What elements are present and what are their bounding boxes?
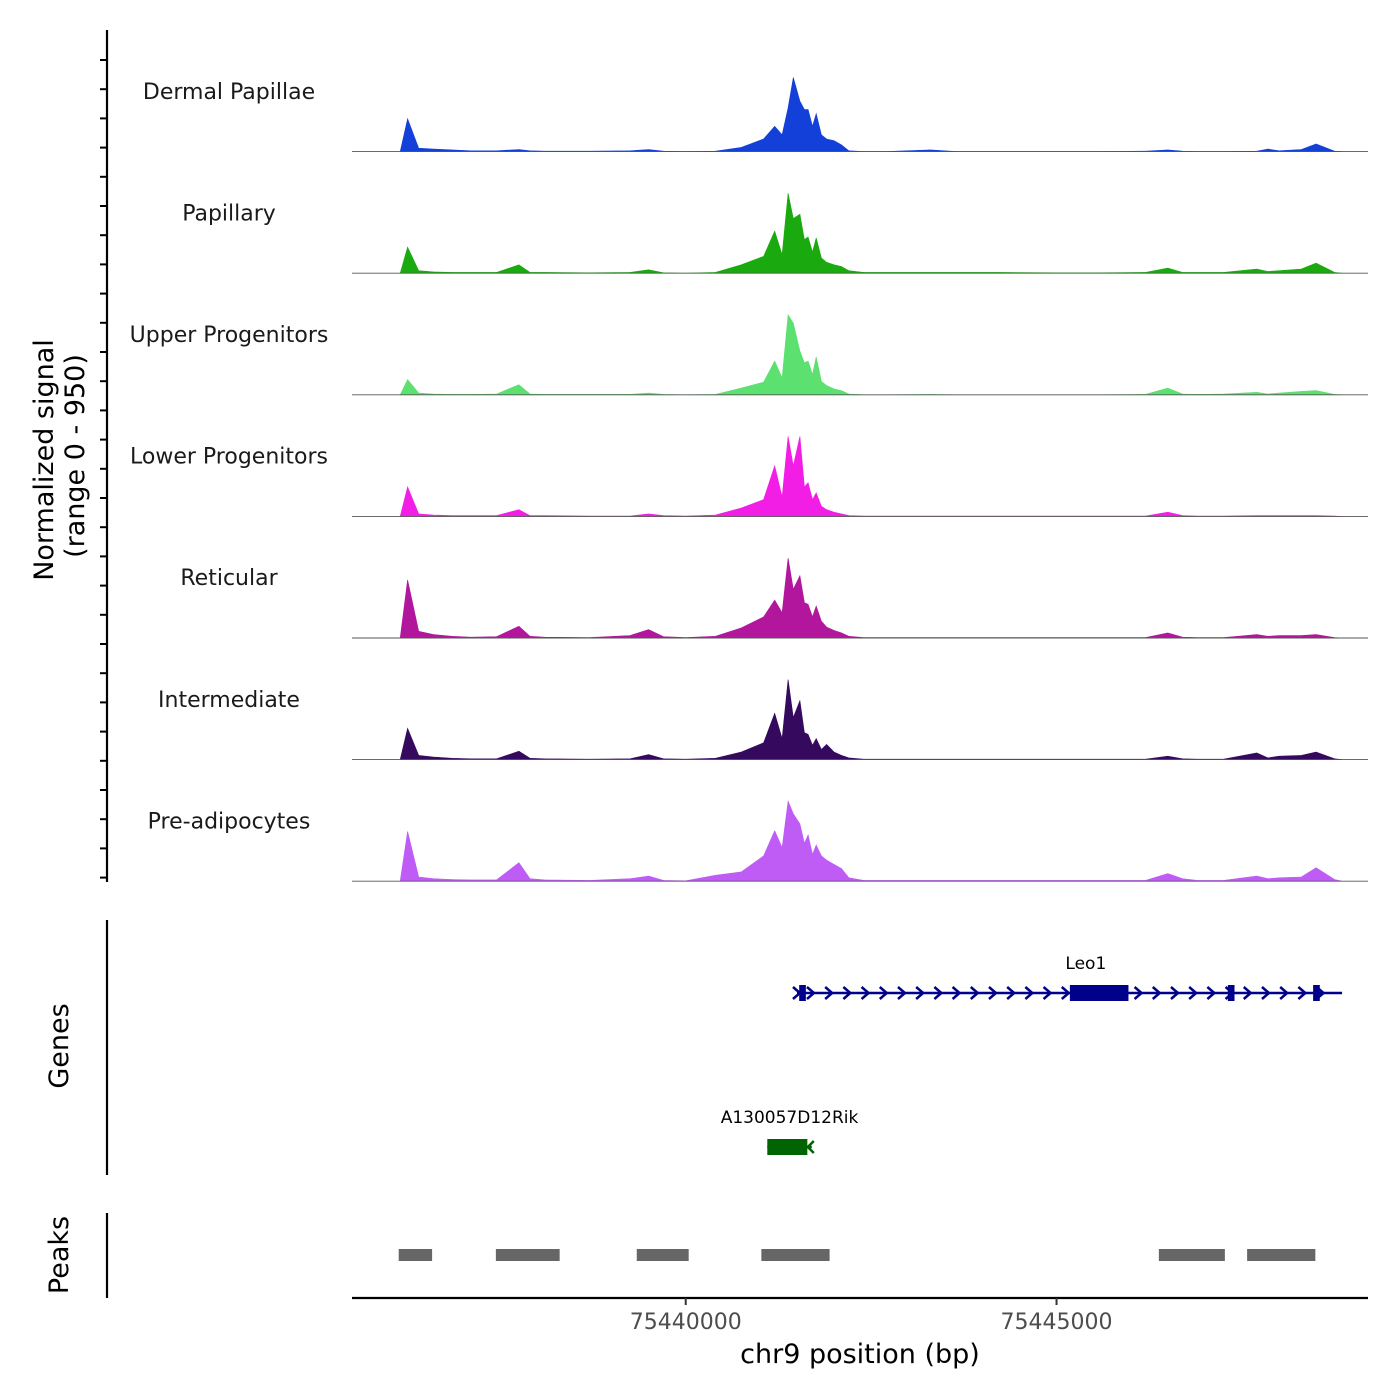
strand-arrow xyxy=(1188,986,1199,1000)
track-label: Lower Progenitors xyxy=(130,445,328,470)
strand-arrow xyxy=(897,986,907,1000)
peak-region xyxy=(761,1249,830,1261)
peak-region xyxy=(495,1249,560,1261)
strand-arrow xyxy=(878,986,889,1000)
coverage-area xyxy=(399,193,1343,274)
peak-region xyxy=(636,1249,689,1261)
gene-exon xyxy=(799,985,806,1001)
track-label: Dermal Papillae xyxy=(143,80,315,105)
x-axis-title: chr9 position (bp) xyxy=(740,1339,980,1370)
peaks-axis-title: Peaks xyxy=(44,1216,75,1294)
strand-arrow xyxy=(1151,986,1162,1000)
gene-track: Leo1 A130057D12Rik xyxy=(721,954,1343,1155)
strand-arrow xyxy=(860,986,871,1000)
y-axis-title-line1: Normalized signal xyxy=(29,339,60,581)
gene-exon xyxy=(1069,985,1129,1001)
strand-arrow xyxy=(969,986,980,1000)
track-lower-progenitors: Lower Progenitors xyxy=(130,436,1368,517)
strand-arrow xyxy=(842,986,853,1000)
track-upper-progenitors: Upper Progenitors xyxy=(130,313,1368,396)
gene-name-label: A130057D12Rik xyxy=(721,1108,859,1128)
strand-arrow xyxy=(1006,986,1017,1000)
strand-arrow xyxy=(1297,986,1308,1000)
track-label: Intermediate xyxy=(158,688,300,713)
track-dermal-papillae: Dermal Papillae xyxy=(143,77,1368,153)
coverage-area xyxy=(399,313,1343,396)
gene-exon xyxy=(1313,985,1320,1001)
gene-a130057d12rik: A130057D12Rik xyxy=(721,1108,859,1155)
track-pre-adipocytes: Pre-adipocytes xyxy=(148,800,1368,882)
track-reticular: Reticular xyxy=(180,557,1368,639)
track-label: Papillary xyxy=(182,201,276,226)
peak-region xyxy=(1247,1249,1316,1261)
coverage-area xyxy=(399,679,1343,760)
strand-arrow xyxy=(1170,986,1180,1000)
strand-arrow xyxy=(792,986,802,1000)
strand-arrow xyxy=(824,986,835,1000)
gene-exon xyxy=(1227,985,1235,1001)
strand-arrow xyxy=(1206,986,1217,1000)
track-label: Pre-adipocytes xyxy=(148,809,311,834)
strand-arrow xyxy=(951,986,962,1000)
strand-arrow xyxy=(933,986,944,1000)
strand-arrow xyxy=(1133,986,1144,1000)
y-axis-title-line2: (range 0 - 950) xyxy=(60,354,91,558)
strand-arrow xyxy=(915,986,926,1000)
track-label: Upper Progenitors xyxy=(130,323,329,348)
coverage-area xyxy=(399,77,1343,152)
x-tick-label: 75445000 xyxy=(1001,1310,1113,1335)
coverage-area xyxy=(399,436,1343,517)
strand-arrow xyxy=(1242,986,1253,1000)
coverage-y-ticks xyxy=(100,59,107,879)
strand-arrow xyxy=(988,986,998,1000)
peak-region xyxy=(1158,1249,1225,1261)
coverage-area xyxy=(399,800,1343,882)
track-label: Reticular xyxy=(180,566,278,591)
strand-arrow xyxy=(1060,986,1071,1000)
gene-exon xyxy=(767,1139,808,1155)
track-papillary: Papillary xyxy=(182,193,1368,274)
coverage-area xyxy=(399,557,1343,639)
peak-track xyxy=(398,1249,1316,1261)
x-tick-label: 75440000 xyxy=(630,1310,742,1335)
strand-arrow xyxy=(1279,986,1290,1000)
gene-name-label: Leo1 xyxy=(1065,954,1106,974)
track-intermediate: Intermediate xyxy=(158,679,1368,761)
coverage-tracks: Dermal Papillae Papillary Upper Progenitor… xyxy=(130,77,1368,882)
strand-arrow xyxy=(806,1140,815,1154)
strand-arrow xyxy=(806,986,816,1000)
gene-leo1: Leo1 xyxy=(792,954,1343,1001)
strand-arrow xyxy=(1042,986,1053,1000)
strand-arrow xyxy=(1024,986,1035,1000)
peak-region xyxy=(398,1249,433,1261)
strand-arrow xyxy=(1261,986,1271,1000)
genes-axis-title: Genes xyxy=(44,1003,75,1088)
x-axis-ticks: 75440000 75445000 xyxy=(630,1298,1113,1335)
